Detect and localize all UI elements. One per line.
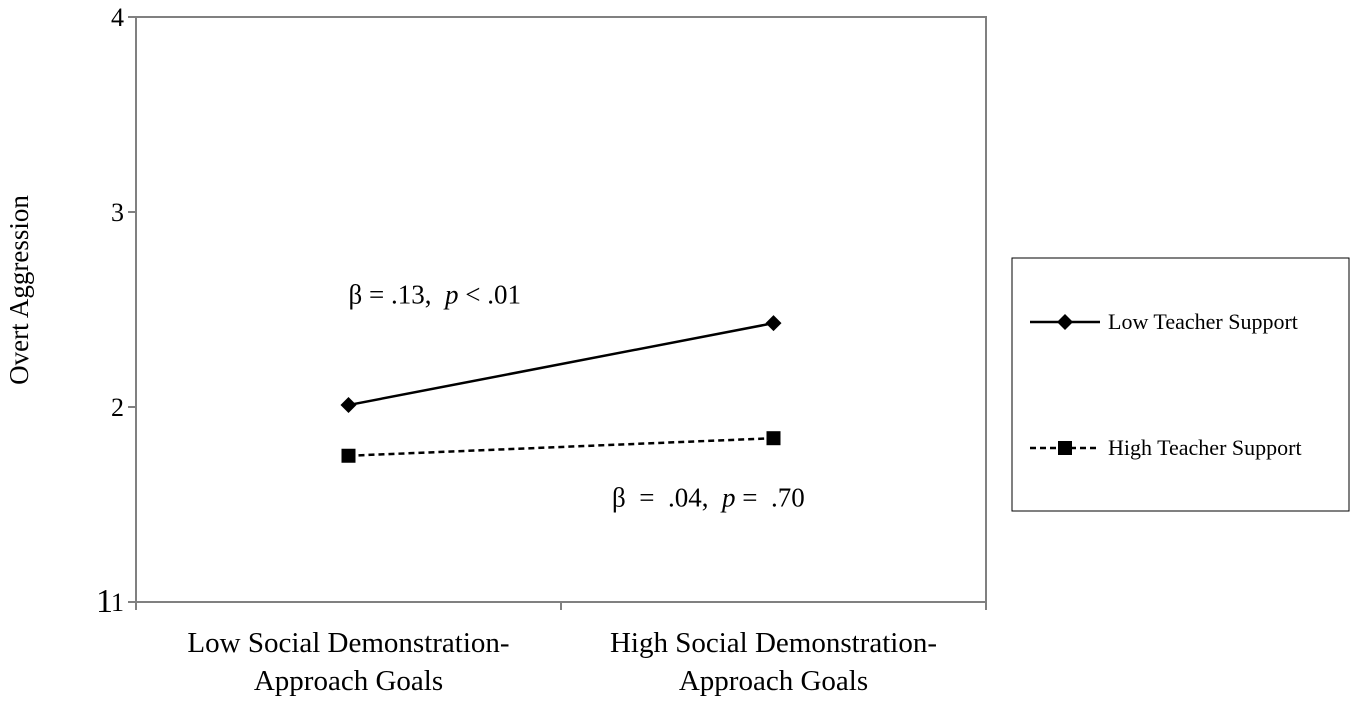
legend-marker-square bbox=[1058, 441, 1072, 455]
y-tick-label-extra: 1 bbox=[96, 583, 113, 620]
x-category-label-line: Approach Goals bbox=[679, 665, 868, 697]
annotation-part: p bbox=[720, 482, 736, 512]
legend-box bbox=[1011, 257, 1350, 512]
x-category-label: Low Social Demonstration- Approach Goals bbox=[187, 627, 509, 697]
annotation-part: p bbox=[443, 280, 459, 310]
x-category-label-line: Approach Goals bbox=[254, 665, 443, 697]
x-category-label-line: Low Social Demonstration- bbox=[187, 627, 509, 659]
legend-label: Low Teacher Support bbox=[1108, 309, 1298, 334]
legend-label: High Teacher Support bbox=[1108, 435, 1302, 460]
x-category-label-line: High Social Demonstration- bbox=[610, 627, 937, 659]
plot-area bbox=[135, 16, 987, 603]
annotation-part: β = .04, bbox=[612, 482, 722, 512]
y-axis-label: Overt Aggression bbox=[4, 195, 34, 385]
y-tick-label: 1 bbox=[111, 588, 124, 617]
y-tick-label: 2 bbox=[111, 393, 124, 422]
series-line-1 bbox=[348, 321, 774, 407]
data-point-diamond bbox=[765, 315, 782, 332]
beta-annotation: β = .04, p = .70 bbox=[612, 482, 805, 512]
series-line-2 bbox=[348, 436, 774, 457]
data-point-diamond bbox=[340, 397, 357, 414]
data-point-square bbox=[766, 431, 781, 446]
annotation-part: = .70 bbox=[735, 482, 804, 512]
y-tick-label: 3 bbox=[111, 198, 124, 227]
annotation-part: β = .13, bbox=[349, 280, 445, 310]
x-category-label: High Social Demonstration- Approach Goals bbox=[610, 627, 937, 697]
beta-annotation: β = .13, p < .01 bbox=[349, 280, 521, 310]
y-tick-label: 4 bbox=[111, 3, 124, 32]
annotation-part: < .01 bbox=[458, 280, 520, 310]
legend-marker-diamond bbox=[1057, 314, 1073, 330]
data-point-square bbox=[341, 448, 356, 463]
